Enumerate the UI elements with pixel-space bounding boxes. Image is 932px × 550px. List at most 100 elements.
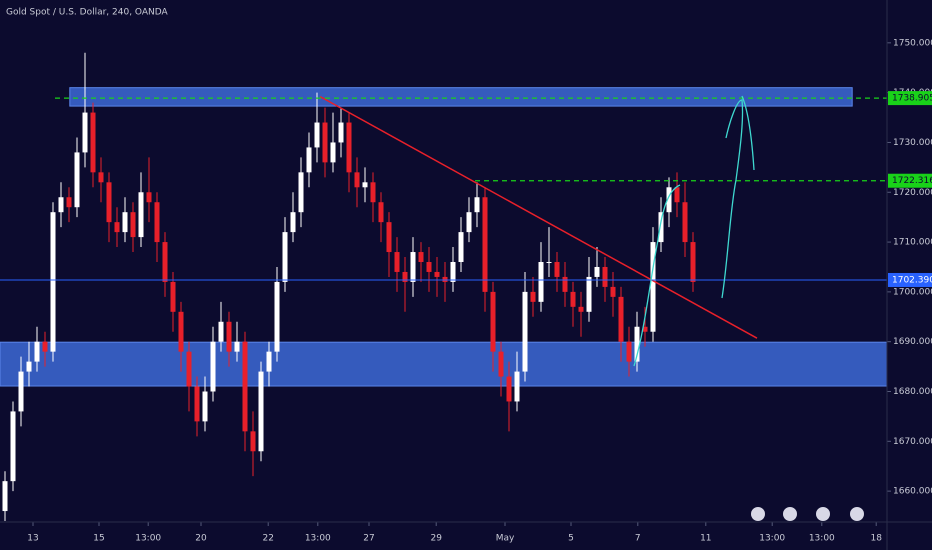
candle-body — [250, 431, 256, 452]
candle-body — [314, 122, 320, 148]
x-tick-label: 13:00 — [305, 534, 331, 544]
x-tick-label: 13:00 — [759, 534, 785, 544]
x-tick-label: 5 — [568, 534, 574, 544]
candle-body — [130, 212, 136, 238]
candle-body — [522, 291, 528, 372]
candle-body — [682, 202, 688, 243]
candle-body — [258, 371, 264, 452]
candle-body — [442, 276, 448, 282]
candle-body — [674, 187, 680, 203]
candle-body — [274, 281, 280, 352]
candle-body — [138, 192, 144, 238]
candle-body — [90, 112, 96, 173]
candle-body — [202, 391, 208, 422]
candle-body — [234, 341, 240, 352]
price-label: 1722.316 — [892, 176, 932, 186]
candle-body — [690, 242, 696, 282]
candle-body — [506, 376, 512, 402]
candle-body — [282, 232, 288, 282]
candle-body — [106, 182, 112, 223]
badge — [783, 507, 797, 521]
candle-body — [370, 182, 376, 203]
candle-body — [530, 291, 536, 302]
candle-body — [666, 187, 672, 213]
candle-body — [58, 197, 64, 213]
candle-body — [434, 271, 440, 277]
candle-body — [290, 212, 296, 233]
candle-body — [210, 341, 216, 392]
y-tick-label: 1720.000 — [893, 188, 932, 198]
candle-body — [18, 371, 24, 412]
candle-body — [306, 147, 312, 173]
candle-body — [610, 286, 616, 297]
hand-drawn-path — [633, 184, 681, 367]
x-tick-label: 7 — [635, 534, 641, 544]
zone — [0, 341, 888, 387]
candle-body — [658, 212, 664, 243]
x-tick-label: 13:00 — [135, 534, 161, 544]
x-tick-label: 15 — [93, 534, 104, 544]
candle-body — [474, 197, 480, 213]
candle-body — [154, 202, 160, 243]
candle-body — [402, 271, 408, 282]
candle-body — [322, 122, 328, 163]
badge — [816, 507, 830, 521]
candle-body — [122, 212, 128, 233]
candle-body — [170, 281, 176, 312]
candle-body — [482, 197, 488, 292]
candle-body — [42, 341, 48, 352]
candle-body — [386, 222, 392, 253]
candle-body — [194, 386, 200, 422]
candle-body — [418, 252, 424, 262]
candle-body — [34, 341, 40, 362]
badge — [850, 507, 864, 521]
x-tick-label: May — [496, 534, 515, 544]
candle-body — [578, 306, 584, 312]
price-label-box — [888, 91, 932, 106]
chart-title: Gold Spot / U.S. Dollar, 240, OANDA — [6, 8, 169, 18]
y-tick-label: 1660.000 — [893, 487, 932, 497]
candle-body — [570, 291, 576, 307]
candle-body — [66, 197, 72, 208]
y-tick-label: 1670.000 — [893, 437, 932, 447]
candle-body — [114, 222, 120, 233]
candle-body — [586, 276, 592, 312]
candle-body — [226, 321, 232, 352]
candle-body — [410, 252, 416, 282]
candle-body — [466, 212, 472, 233]
price-label-box — [888, 173, 932, 188]
candle-body — [626, 341, 632, 362]
candle-body — [242, 341, 248, 432]
candle-body — [346, 122, 352, 173]
price-label: 1738.905 — [892, 94, 932, 104]
y-tick-label: 1750.000 — [893, 38, 932, 48]
candle-body — [458, 232, 464, 262]
candle-body — [266, 351, 272, 372]
y-tick-label: 1700.000 — [893, 287, 932, 297]
y-tick-label: 1690.000 — [893, 337, 932, 347]
candle-body — [490, 291, 496, 352]
candle-body — [602, 266, 608, 287]
x-tick-label: 20 — [195, 534, 207, 544]
y-tick-label: 1730.000 — [893, 138, 932, 148]
candle-body — [378, 202, 384, 223]
candle-body — [426, 261, 432, 272]
x-tick-label: 27 — [363, 534, 374, 544]
candle-body — [498, 351, 504, 377]
price-label-box — [888, 272, 932, 287]
candle-body — [362, 182, 368, 188]
candle-body — [162, 242, 168, 282]
candle-body — [50, 212, 56, 352]
candle-body — [594, 266, 600, 277]
candle-body — [186, 351, 192, 387]
candle-body — [354, 172, 360, 188]
candle-body — [450, 261, 456, 282]
y-tick-label: 1680.000 — [893, 387, 932, 397]
trendline — [319, 95, 758, 339]
x-tick-label: 18 — [870, 534, 882, 544]
candle-body — [82, 112, 88, 153]
candle-body — [538, 261, 544, 302]
candle-body — [642, 326, 648, 332]
